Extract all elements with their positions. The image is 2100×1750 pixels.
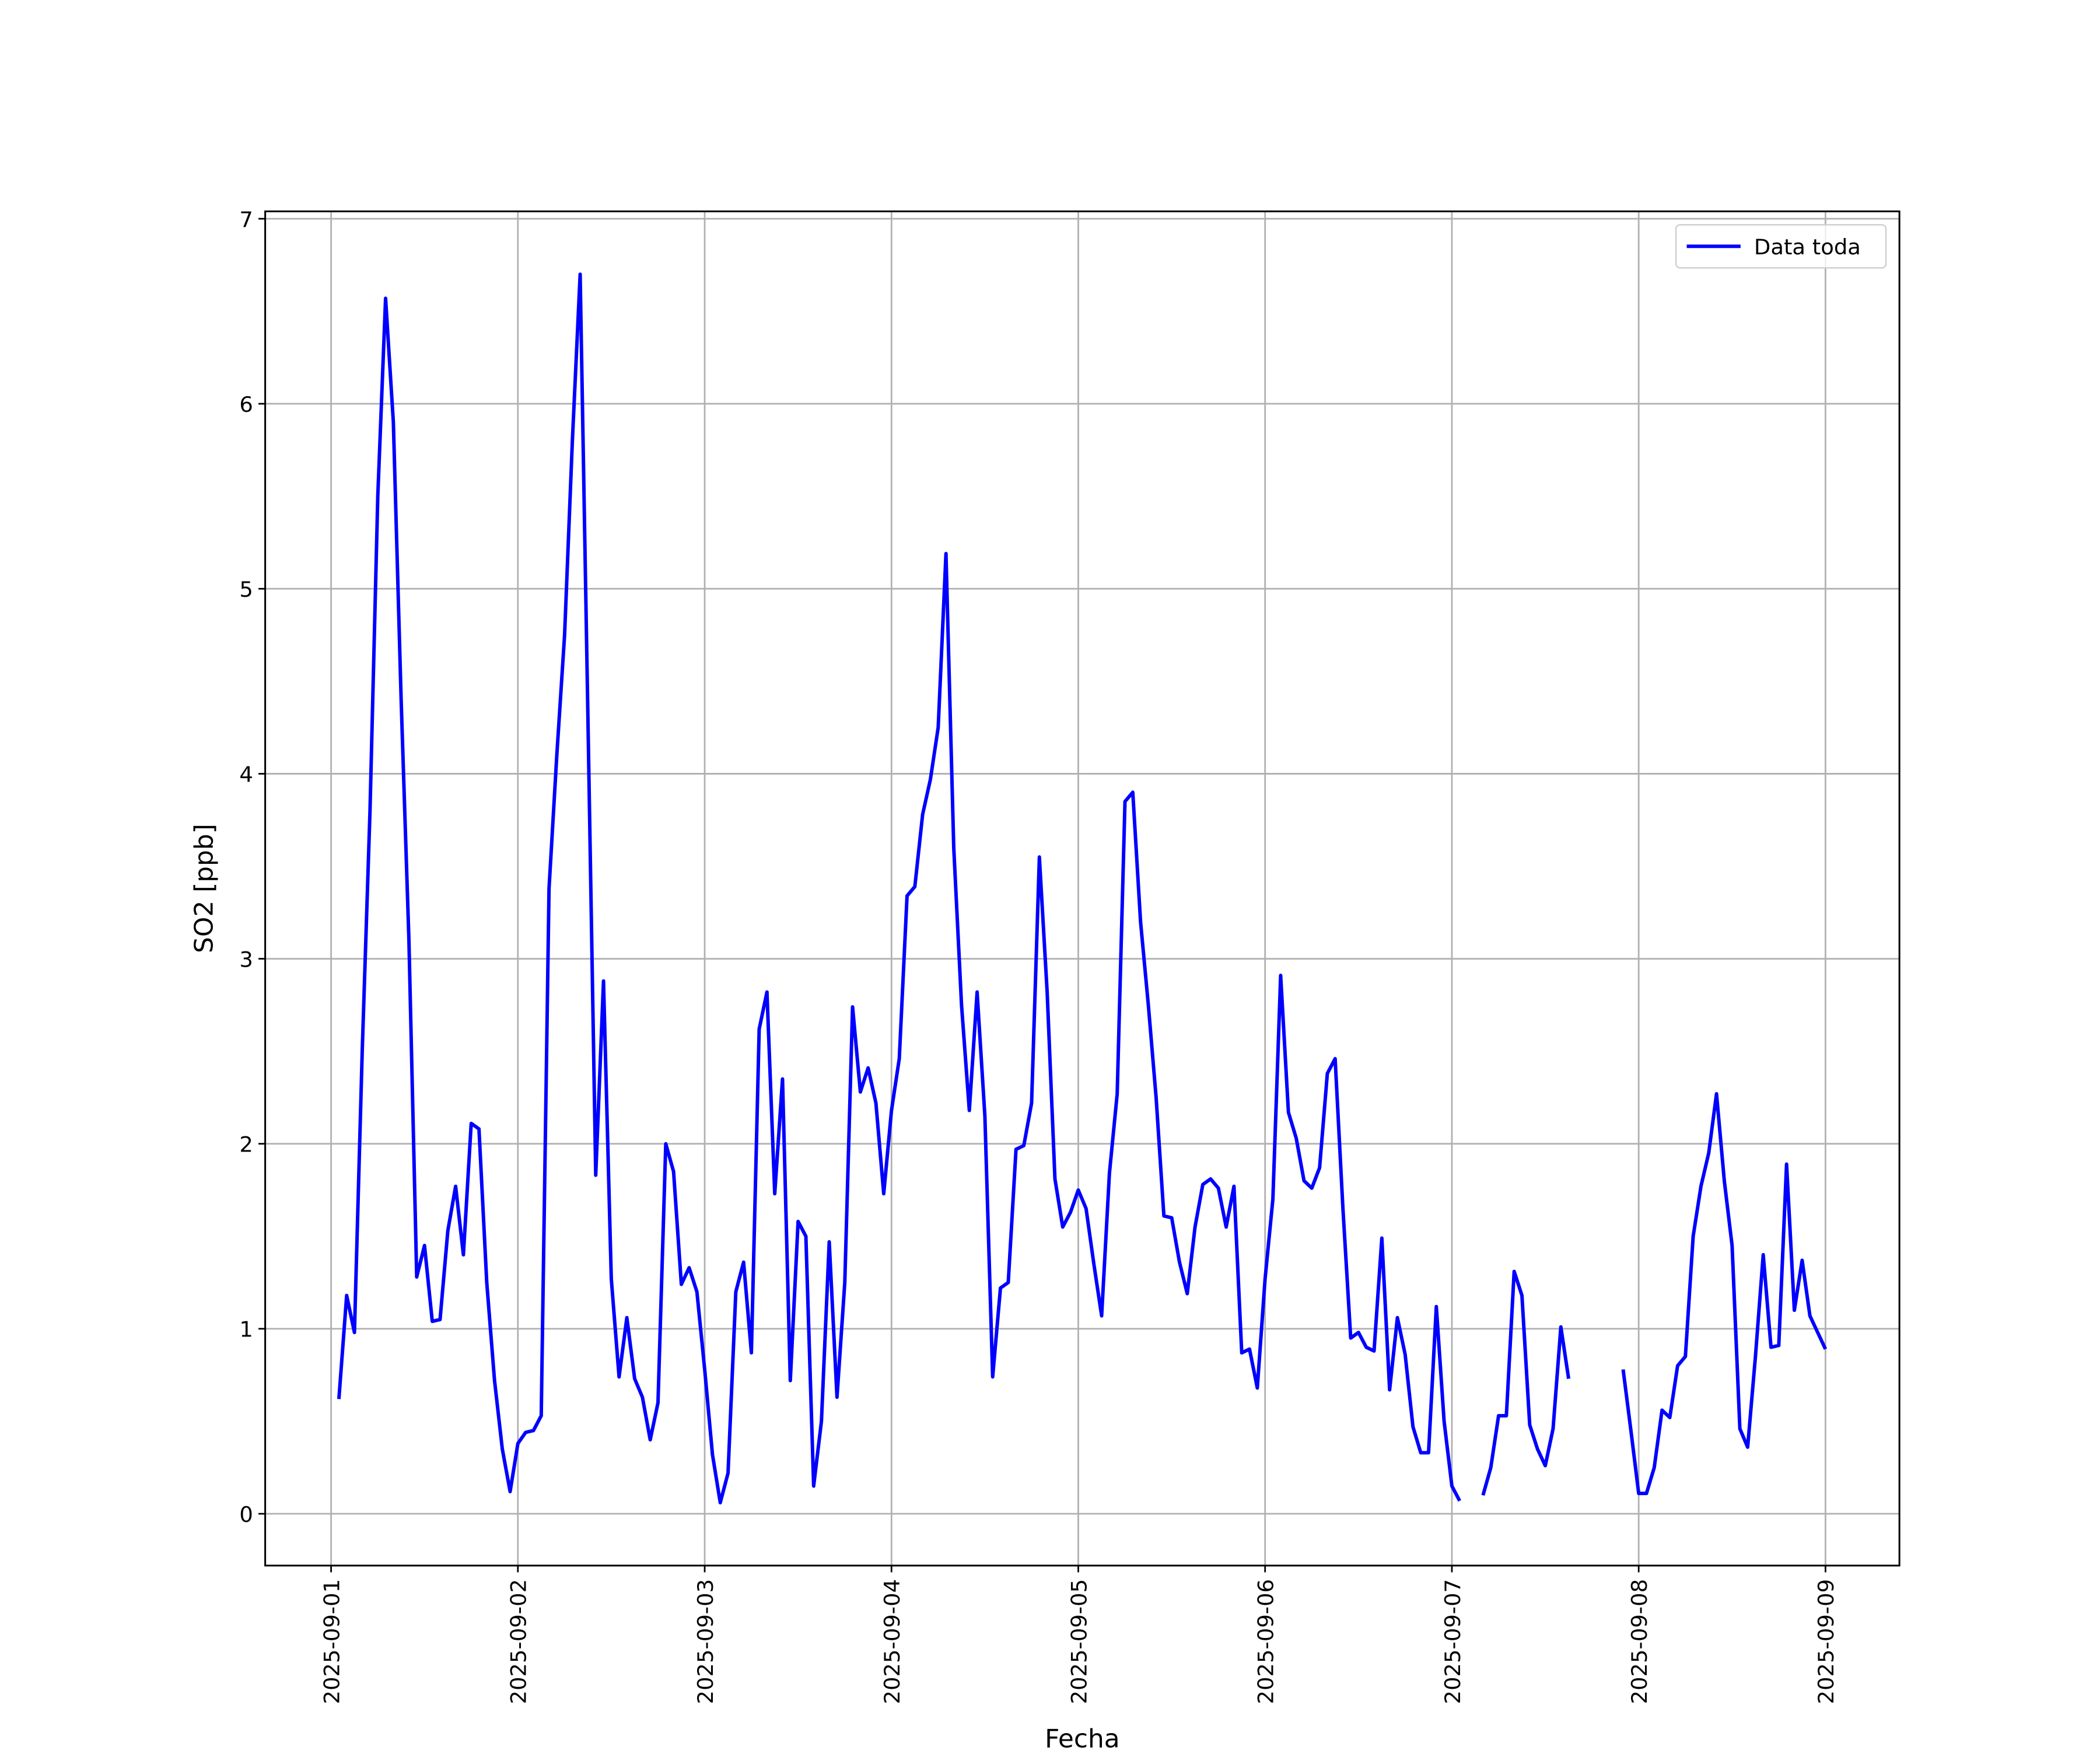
x-tick-label: 2025-09-04: [880, 1579, 905, 1704]
y-tick-label: 4: [239, 762, 253, 787]
x-tick-label: 2025-09-03: [693, 1579, 718, 1704]
y-tick-label: 0: [239, 1502, 253, 1527]
plot-frame: [264, 210, 1901, 1567]
legend-box: [1675, 224, 1887, 269]
y-tick-label: 6: [239, 392, 253, 417]
x-tick-label: 2025-09-06: [1254, 1579, 1279, 1704]
legend-label: Data toda: [1754, 235, 1861, 260]
y-tick-label: 2: [239, 1132, 253, 1157]
y-tick-label: 5: [239, 577, 253, 602]
x-axis-label: Fecha: [1045, 1724, 1120, 1750]
data-line: [337, 272, 1828, 1505]
x-tick-label: 2025-09-02: [506, 1579, 531, 1704]
x-tick-label: 2025-09-07: [1440, 1579, 1465, 1704]
y-tick-label: 1: [239, 1317, 253, 1342]
x-tick-label: 2025-09-01: [319, 1579, 344, 1704]
y-tick-label: 3: [239, 947, 253, 972]
legend: Data toda: [1675, 224, 1887, 269]
y-axis-label: SO2 [ppb]: [190, 824, 219, 953]
x-tick-label: 2025-09-08: [1627, 1579, 1652, 1704]
y-tick-label: 7: [239, 207, 253, 232]
x-tick-label: 2025-09-05: [1066, 1579, 1091, 1704]
x-tick-label: 2025-09-09: [1814, 1579, 1839, 1704]
